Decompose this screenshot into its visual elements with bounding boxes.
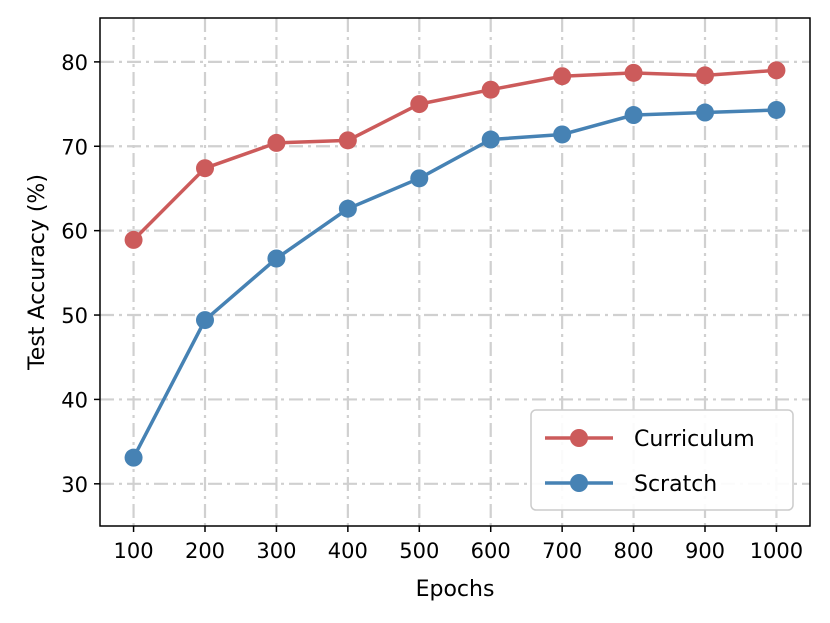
data-point-scratch — [338, 199, 357, 218]
data-point-scratch — [696, 103, 714, 122]
data-point-curriculum — [624, 63, 643, 82]
x-tick-label: 700 — [542, 539, 582, 563]
x-tick-label: 400 — [328, 539, 368, 563]
series-scratch — [124, 100, 786, 467]
data-point-scratch — [410, 169, 429, 188]
data-point-scratch — [767, 100, 786, 119]
x-tick-label: 800 — [614, 539, 654, 563]
y-tick-label: 60 — [61, 220, 88, 244]
legend-box — [530, 409, 794, 511]
y-tick-label: 80 — [61, 51, 88, 75]
series-line-curriculum — [132, 68, 777, 242]
data-point-scratch — [481, 130, 500, 149]
data-point-curriculum — [410, 95, 429, 114]
x-axis-ticks: 100 200 300 400 500 600 700 800 900 1000 — [114, 526, 803, 563]
x-tick-label: 100 — [114, 539, 154, 563]
data-point-curriculum — [553, 67, 572, 86]
x-tick-label: 900 — [685, 539, 725, 563]
x-tick-label: 1000 — [750, 539, 803, 563]
series-line-scratch — [132, 108, 777, 459]
legend-marker-curriculum — [570, 429, 588, 447]
y-axis-title: Test Accuracy (%) — [25, 174, 50, 371]
data-point-curriculum — [696, 66, 714, 85]
legend-label-scratch: Scratch — [634, 472, 717, 497]
y-tick-label: 40 — [61, 388, 88, 412]
plot-frame — [99, 17, 811, 527]
data-point-scratch — [624, 106, 643, 125]
data-point-curriculum — [767, 61, 786, 80]
data-point-curriculum — [267, 133, 286, 152]
x-tick-label: 300 — [256, 539, 296, 563]
series-layer — [124, 61, 786, 467]
data-point-scratch — [196, 311, 214, 330]
legend-item-curriculum: Curriculum — [545, 427, 755, 452]
legend-marker-scratch — [570, 474, 588, 492]
data-point-curriculum — [481, 80, 500, 99]
y-axis-ticks: 30 40 50 60 70 80 — [61, 51, 100, 497]
data-point-scratch — [553, 125, 572, 144]
y-tick-label: 70 — [61, 135, 88, 159]
x-axis-title: Epochs — [416, 577, 495, 602]
x-tick-label: 200 — [185, 539, 225, 563]
legend-label-curriculum: Curriculum — [634, 427, 755, 452]
data-point-curriculum — [338, 131, 357, 150]
series-curriculum — [124, 61, 786, 249]
data-point-curriculum — [124, 230, 143, 249]
data-point-scratch — [124, 448, 143, 467]
data-point-scratch — [267, 249, 286, 268]
y-tick-label: 30 — [61, 473, 88, 497]
legend-item-scratch: Scratch — [545, 472, 717, 497]
y-tick-label: 50 — [61, 304, 88, 328]
legend: Curriculum Scratch — [530, 409, 794, 511]
x-tick-label: 500 — [399, 539, 439, 563]
x-tick-label: 600 — [471, 539, 511, 563]
data-point-curriculum — [196, 159, 214, 178]
